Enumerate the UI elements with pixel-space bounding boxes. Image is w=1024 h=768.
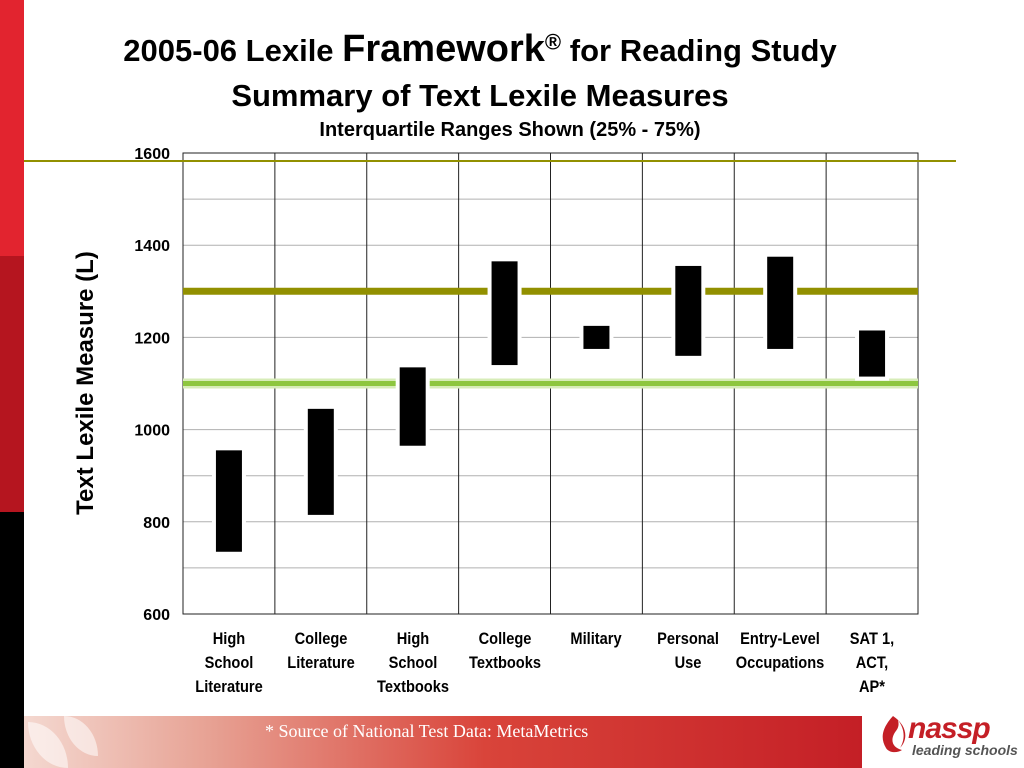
slide-title-line1: 2005-06 Lexile Framework® for Reading St… [30, 28, 930, 71]
x-category-label: SAT 1, ACT, AP* [849, 629, 895, 696]
y-tick-label: 1200 [134, 330, 170, 347]
y-tick-label: 800 [143, 515, 170, 532]
y-tick-label: 1600 [134, 146, 170, 163]
source-note: * Source of National Test Data: MetaMetr… [265, 721, 589, 741]
logo-wordmark: nassp [908, 712, 991, 745]
feather-graphic [28, 722, 68, 768]
range-bar [767, 256, 794, 349]
range-bar [215, 450, 242, 552]
range-bar [859, 330, 886, 377]
range-bar [399, 367, 426, 446]
range-bar [307, 408, 334, 515]
side-accent-bar-middle [0, 256, 24, 512]
side-accent-bar-bottom [0, 512, 24, 768]
title-framework: Framework [342, 28, 545, 70]
y-tick-label: 600 [143, 607, 170, 624]
chart-canvas: 600 800 1000 1200 1400 1600 [24, 146, 956, 624]
x-category-label: College Literature [287, 629, 355, 672]
title-part1: 2005-06 Lexile [123, 33, 343, 68]
title-registered-mark: ® [544, 29, 562, 55]
side-accent-bar-top [0, 0, 24, 256]
chart-subtitle: Interquartile Ranges Shown (25% - 75%) [319, 119, 701, 141]
x-category-label: High School Textbooks [376, 629, 449, 696]
x-category-label: High School Literature [195, 629, 263, 696]
flame-icon [882, 716, 906, 753]
x-category-label: Military [570, 629, 623, 648]
slide-title-line2: Summary of Text Lexile Measures [231, 78, 729, 113]
nassp-logo: nassp leading schools [872, 710, 1020, 766]
y-tick-label: 1000 [134, 423, 170, 440]
x-category-label: Entry-Level Occupations [735, 629, 825, 672]
x-category-label: Personal Use [657, 629, 720, 672]
range-bar [583, 325, 610, 349]
feather-graphic [64, 716, 98, 756]
range-bar [675, 265, 702, 356]
y-tick-label: 1400 [134, 238, 170, 255]
range-bar [491, 261, 518, 366]
x-category-label: College Textbooks [468, 629, 541, 672]
title-part2: for Reading Study [561, 33, 837, 68]
footer-band [24, 716, 862, 768]
logo-tagline: leading schools [912, 742, 1018, 758]
